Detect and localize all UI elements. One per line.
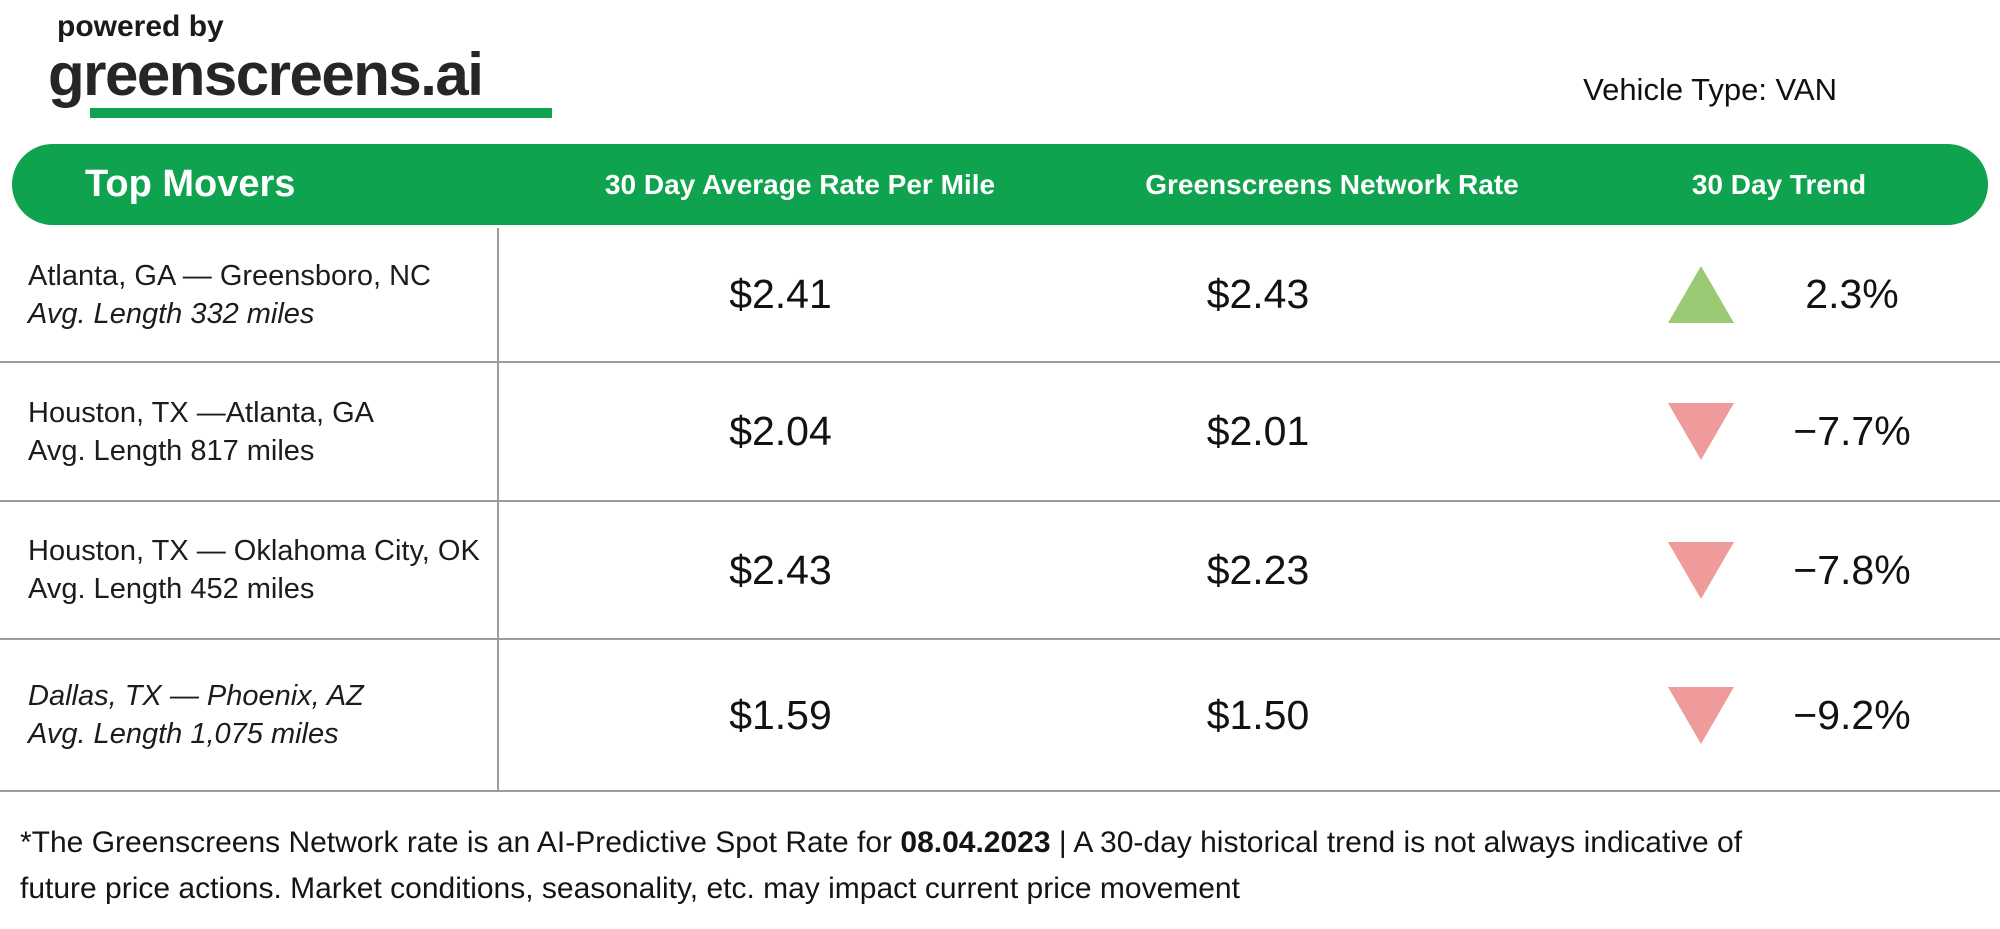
- trend-cell: 2.3%: [1453, 228, 2000, 361]
- column-header-network-rate: Greenscreens Network Rate: [1145, 168, 1519, 200]
- trend-value: −7.8%: [1793, 546, 1911, 593]
- trend-triangle-icon: [1668, 686, 1734, 744]
- lane-name: Dallas, TX — Phoenix, AZ: [28, 680, 364, 712]
- lane-name: Atlanta, GA — Greensboro, NC: [28, 259, 431, 292]
- table-row: Houston, TX — Oklahoma City, OK Avg. Len…: [0, 502, 2000, 640]
- lane-cell: Houston, TX — Oklahoma City, OK Avg. Len…: [0, 502, 498, 638]
- network-rate-value: $2.01: [1206, 408, 1310, 454]
- column-divider-line: [497, 228, 499, 792]
- avg-rate-value: $2.43: [729, 546, 832, 593]
- lane-avg-length: Avg. Length 1,075 miles: [28, 718, 339, 750]
- network-rate-value: $2.43: [1206, 271, 1310, 317]
- lane-cell: Houston, TX —Atlanta, GA Avg. Length 817…: [0, 363, 498, 500]
- lane-avg-length: Avg. Length 332 miles: [28, 297, 315, 330]
- trend-cell: −7.7%: [1453, 363, 2000, 500]
- trend-value: −7.7%: [1793, 408, 1911, 454]
- trend-cell: −7.8%: [1453, 502, 2000, 638]
- avg-rate-value: $1.59: [729, 691, 832, 738]
- table-header-bar: Top Movers 30 Day Average Rate Per Mile …: [12, 144, 1988, 225]
- lane-cell: Atlanta, GA — Greensboro, NC Avg. Length…: [0, 228, 498, 361]
- powered-by-label: powered by: [57, 10, 224, 43]
- trend-triangle-icon: [1668, 266, 1734, 323]
- disclaimer-line2: future price actions. Market conditions,…: [20, 872, 1240, 905]
- trend-value: −9.2%: [1793, 691, 1911, 738]
- table-body: Atlanta, GA — Greensboro, NC Avg. Length…: [0, 228, 2000, 792]
- column-header-trend: 30 Day Trend: [1691, 168, 1867, 200]
- trend-value: 2.3%: [1805, 271, 1899, 317]
- lane-cell: Dallas, TX — Phoenix, AZ Avg. Length 1,0…: [0, 640, 498, 790]
- network-rate-value: $2.23: [1206, 546, 1310, 593]
- trend-triangle-icon: [1668, 403, 1734, 460]
- table-row: Atlanta, GA — Greensboro, NC Avg. Length…: [0, 228, 2000, 363]
- greenscreens-wordmark: greenscreens.ai: [48, 41, 484, 108]
- vehicle-type-label: Vehicle Type: VAN: [1583, 72, 1837, 107]
- brand-logo: powered by greenscreens.ai: [48, 10, 552, 119]
- disclaimer: *The Greenscreens Network rate is an AI-…: [20, 820, 1980, 912]
- top-movers-title: Top Movers: [85, 163, 296, 205]
- avg-rate-value: $2.04: [729, 408, 832, 454]
- trend-cell: −9.2%: [1453, 640, 2000, 790]
- disclaimer-line1-pre: *The Greenscreens Network rate is an AI-…: [20, 826, 901, 859]
- column-header-avg-rate: 30 Day Average Rate Per Mile: [604, 168, 996, 200]
- avg-rate-value: $2.41: [729, 271, 832, 317]
- lane-avg-length: Avg. Length 452 miles: [28, 573, 315, 605]
- network-rate-value: $1.50: [1206, 691, 1310, 738]
- lane-avg-length: Avg. Length 817 miles: [28, 434, 315, 467]
- logo-underline: [90, 108, 552, 119]
- lane-name: Houston, TX — Oklahoma City, OK: [28, 535, 480, 567]
- disclaimer-date: 08.04.2023: [900, 826, 1051, 859]
- lane-name: Houston, TX —Atlanta, GA: [28, 396, 375, 429]
- table-row: Dallas, TX — Phoenix, AZ Avg. Length 1,0…: [0, 640, 2000, 792]
- table-row: Houston, TX —Atlanta, GA Avg. Length 817…: [0, 363, 2000, 502]
- trend-triangle-icon: [1668, 541, 1734, 599]
- disclaimer-line1-post: | A 30-day historical trend is not alway…: [1050, 826, 1743, 859]
